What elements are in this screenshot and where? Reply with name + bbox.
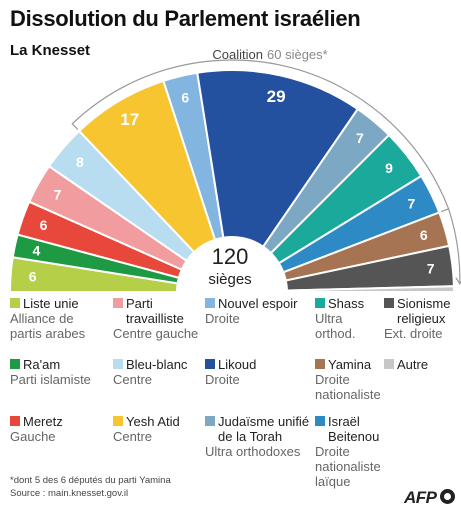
legend-item: Bleu-blanc Centre <box>113 357 211 387</box>
legend-label: Autre <box>397 357 429 372</box>
legend-item: Shass Ultra orthod. <box>315 296 383 341</box>
seat-label: 6 <box>420 227 428 243</box>
legend-label: Sionisme religieux <box>397 296 451 326</box>
legend-description: Ext. droite <box>384 326 443 341</box>
legend-description: Droite nationaliste laïque <box>315 444 381 489</box>
legend-description: Droite <box>205 311 240 326</box>
legend-label: Judaïsme unifié de la Torah <box>218 414 310 444</box>
seat-label: 9 <box>385 160 393 176</box>
legend-description: Droite nationaliste <box>315 372 381 402</box>
coalition-bracket-line <box>71 59 450 213</box>
coalition-bracket-arrow-line <box>448 208 461 284</box>
footnote: *dont 5 des 6 députés du parti Yamina So… <box>10 474 171 500</box>
seat-label: 29 <box>267 87 286 106</box>
legend-item: Yesh Atid Centre <box>113 414 211 444</box>
slice-likoud <box>196 69 360 249</box>
legend-label: Meretz <box>23 414 63 429</box>
legend-label: Ra'am <box>23 357 61 372</box>
total-seats-value: 120 <box>212 244 249 269</box>
legend-description: Centre <box>113 372 153 387</box>
legend-item: Ra'am Parti islamiste <box>10 357 108 387</box>
legend-label: Yesh Atid <box>126 414 180 429</box>
coalition-bracket-arrowhead <box>455 277 461 285</box>
seat-label: 8 <box>76 154 84 170</box>
legend-swatch <box>315 359 325 369</box>
legend-item: Meretz Gauche <box>10 414 108 444</box>
seat-label: 7 <box>356 130 364 146</box>
coalition-note: *dont 5 des 6 députés du parti Yamina <box>10 475 171 486</box>
afp-logo: AFP <box>404 488 437 507</box>
seat-slices <box>8 69 456 293</box>
seat-label: 6 <box>29 268 37 284</box>
legend-item: Israël Beitenou Droite nationaliste laïqu… <box>315 414 383 489</box>
seat-label: 4 <box>32 242 40 258</box>
legend-swatch <box>384 359 394 369</box>
legend-item: Likoud Droite <box>205 357 313 387</box>
legend-label: Yamina <box>328 357 372 372</box>
legend-item: Autre <box>384 357 459 372</box>
seat-label: 7 <box>54 186 62 202</box>
seat-label: 7 <box>407 196 415 212</box>
knesset-hemicycle-chart: 6467817629797671 Coalition 60 sièges* 12… <box>8 47 461 297</box>
legend-item: Yamina Droite nationaliste <box>315 357 383 402</box>
legend-item: Nouvel espoir Droite <box>205 296 313 326</box>
seat-label: 6 <box>40 217 48 233</box>
legend-swatch <box>205 359 215 369</box>
legend-label: Parti travailliste <box>126 296 184 326</box>
source-note: Source : main.knesset.gov.il <box>10 488 129 499</box>
afp-logo-icon <box>440 489 455 504</box>
legend-item: Judaïsme unifié de la Torah Ultra orthodo… <box>205 414 313 459</box>
seat-label: 7 <box>427 260 435 276</box>
coalition-seats-label: 60 sièges* <box>267 47 328 62</box>
legend-item: Sionisme religieux Ext. droite <box>384 296 459 341</box>
legend-description: Ultra orthod. <box>315 311 356 341</box>
legend-description: Droite <box>205 372 240 387</box>
legend-description: Centre <box>113 429 153 444</box>
coalition-bracket <box>71 59 461 285</box>
chart-subtitle: La Knesset <box>10 42 91 59</box>
legend-label: Bleu-blanc <box>126 357 188 372</box>
seat-labels: 6467817629797671 <box>29 87 461 297</box>
legend-description: Ultra orthodoxes <box>205 444 301 459</box>
legend-swatch <box>205 416 215 426</box>
total-seats-unit: sièges <box>208 271 251 288</box>
legend-label: Israël Beitenou <box>328 414 380 444</box>
legend-description: Parti islamiste <box>10 372 91 387</box>
legend-description: Gauche <box>10 429 56 444</box>
coalition-label: Coalition <box>212 47 263 62</box>
legend-description: Centre gauche <box>113 326 199 341</box>
page-title: Dissolution du Parlement israélien <box>10 6 361 31</box>
legend-label: Likoud <box>218 357 257 372</box>
legend-swatch <box>10 416 20 426</box>
legend-swatch <box>113 359 123 369</box>
legend-item: Parti travailliste Centre gauche <box>113 296 211 341</box>
legend-item: Liste unie Alliance de partis arabes <box>10 296 108 341</box>
legend-swatch <box>10 359 20 369</box>
legend-swatch <box>315 416 325 426</box>
legend-description: Alliance de partis arabes <box>10 311 86 341</box>
seat-label: 17 <box>120 110 139 129</box>
legend-swatch <box>113 416 123 426</box>
slice-autre <box>285 285 456 293</box>
seat-label: 6 <box>181 90 189 106</box>
